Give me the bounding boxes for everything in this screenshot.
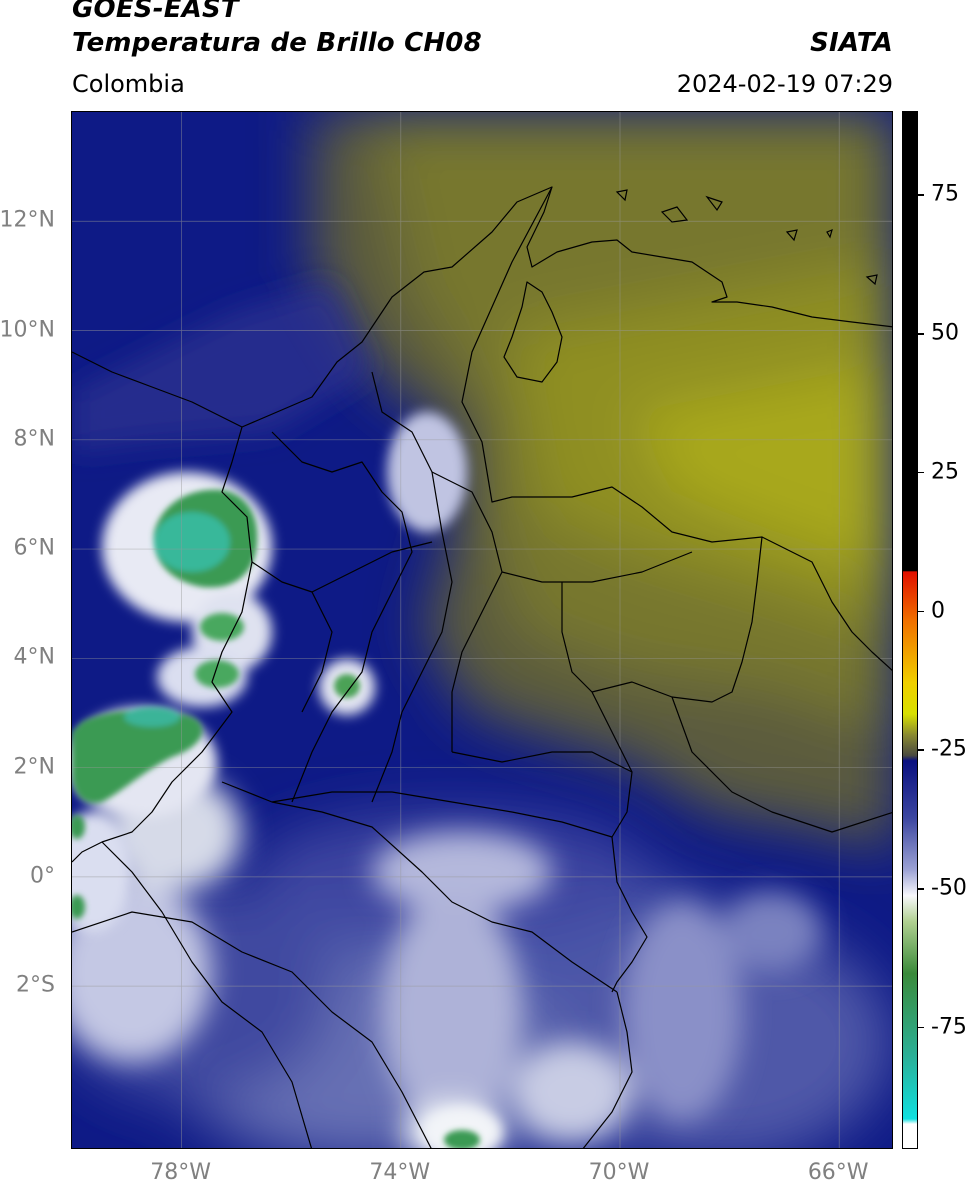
caribbean-islands: [615, 189, 878, 286]
lat-tick-label: 12°N: [0, 207, 55, 233]
colorbar: [902, 111, 918, 1149]
colorbar-tick-label: 25: [931, 459, 959, 485]
colombia-venezuela-border: [461, 186, 763, 703]
colorbar-tick-label: -75: [931, 1014, 966, 1040]
cold-cloud-cores: [72, 489, 480, 1148]
colombia-brazil-border: [591, 691, 648, 993]
pacific-coastline: [72, 426, 253, 863]
colombia-peru-border: [221, 781, 618, 993]
colorbar-gradient: [903, 112, 917, 1148]
lat-tick-label: 4°N: [13, 644, 55, 670]
internal-boundary-5: [451, 751, 633, 773]
internal-boundary-2: [371, 371, 453, 803]
internal-boundary-6: [271, 791, 613, 838]
lat-tick-label: 0°: [30, 863, 55, 889]
colorbar-tick: [918, 610, 924, 613]
lon-tick-label: 74°W: [369, 1160, 431, 1185]
lat-tick-label: 6°N: [13, 535, 55, 561]
caribbean-coastline: [241, 186, 892, 428]
colorbar-tick-label: -50: [931, 875, 966, 901]
venezuela-south-border: [671, 696, 892, 833]
lat-tick-label: 2°N: [13, 754, 55, 780]
graticule: [72, 112, 892, 1148]
ecuador-peru-border: [101, 841, 313, 1148]
internal-boundary-8: [501, 551, 693, 583]
timestamp-label: 2024-02-19 07:29: [676, 70, 893, 98]
colorbar-tick: [918, 749, 924, 751]
dry-air-region: [312, 112, 892, 852]
product-subtitle: Temperatura de Brillo CH08: [72, 28, 482, 58]
internal-boundary-11: [72, 911, 432, 1148]
peru-brazil-border: [582, 991, 633, 1148]
satellite-map: [71, 111, 893, 1149]
lat-tick-label: 2°S: [16, 972, 55, 998]
colorbar-tick: [918, 333, 924, 335]
lon-tick-label: 78°W: [150, 1160, 211, 1185]
colorbar-tick: [918, 194, 924, 196]
lake-maracaibo: [503, 281, 563, 383]
product-title: GOES-EAST: [72, 0, 239, 24]
internal-boundary-7: [311, 541, 433, 593]
colorbar-tick: [918, 888, 924, 890]
lon-tick-label: 66°W: [807, 1160, 869, 1185]
colorbar-tick-label: 0: [931, 598, 945, 624]
colorbar-tick-label: 75: [931, 181, 959, 207]
internal-boundary-1: [271, 431, 413, 803]
olive-band: [72, 282, 372, 452]
lat-tick-label: 10°N: [0, 317, 55, 343]
lon-tick-label: 70°W: [588, 1160, 650, 1185]
colorbar-tick-label: 50: [931, 320, 959, 346]
colorbar-tick-label: -25: [931, 736, 966, 762]
colorbar-tick: [918, 471, 924, 474]
internal-boundary-9: [561, 582, 593, 693]
region-label: Colombia: [72, 70, 185, 98]
venezuela-brazil-border: [761, 536, 892, 671]
brand-label: SIATA: [810, 28, 893, 58]
internal-boundary-4: [251, 561, 333, 713]
boundaries: [72, 186, 892, 1148]
lat-tick-label: 8°N: [13, 426, 55, 452]
internal-boundary-3: [431, 471, 503, 752]
internal-boundary-10: [72, 351, 243, 428]
colorbar-tick: [918, 1026, 924, 1029]
